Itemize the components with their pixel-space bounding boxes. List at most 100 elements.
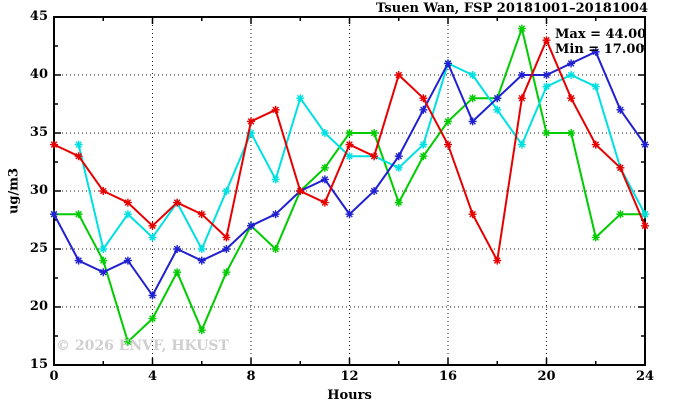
series-green-marker <box>320 163 329 172</box>
series-blue-marker <box>123 256 132 265</box>
x-tick-label: 16 <box>438 369 458 384</box>
series-blue-marker <box>197 256 206 265</box>
y-tick-label: 35 <box>29 125 48 140</box>
plot-border <box>53 16 646 366</box>
series-red-marker <box>173 198 182 207</box>
series-red-marker <box>271 105 280 114</box>
series-red-marker <box>468 210 477 219</box>
series-blue-marker <box>567 59 576 68</box>
series-green-marker <box>591 233 600 242</box>
series-cyan-marker <box>591 82 600 91</box>
series-blue-marker <box>616 105 625 114</box>
y-tick-label: 25 <box>29 241 48 256</box>
series-green-marker <box>567 129 576 137</box>
series-cyan-marker <box>296 94 305 103</box>
series-blue-marker <box>173 245 182 253</box>
series-blue-marker <box>222 245 231 253</box>
series-cyan-marker <box>419 140 428 149</box>
series-red-marker <box>345 140 354 149</box>
series-cyan-marker <box>74 140 83 149</box>
series-cyan-marker <box>271 175 280 184</box>
series-green-marker <box>173 268 182 277</box>
watermark: © 2026 ENVF, HKUST <box>56 338 229 354</box>
x-tick-label: 20 <box>537 369 556 384</box>
series-red-marker <box>641 221 649 230</box>
series-green-marker <box>345 129 354 137</box>
series-cyan-marker <box>148 233 157 242</box>
y-tick-label: 40 <box>29 67 48 82</box>
series-red-marker <box>493 256 502 265</box>
series-green-marker <box>197 326 206 335</box>
series-red-marker <box>542 36 551 45</box>
series-blue-marker <box>419 105 428 114</box>
series-blue-marker <box>271 210 280 219</box>
series-green-marker <box>148 314 157 323</box>
series-red-marker <box>50 140 58 149</box>
series-blue-marker <box>148 291 157 300</box>
series-red-marker <box>370 152 379 161</box>
series-green-marker <box>468 94 477 103</box>
series-green-marker <box>419 152 428 161</box>
series-red-marker <box>517 94 526 103</box>
x-tick-label: 4 <box>147 369 158 384</box>
series-blue-marker <box>370 187 379 195</box>
series-blue-marker <box>247 221 255 230</box>
series-red-marker <box>616 163 625 172</box>
y-tick-label: 45 <box>29 9 48 24</box>
x-axis-label: Hours <box>327 388 372 403</box>
series-cyan-marker <box>123 210 132 219</box>
series-cyan-marker <box>542 82 551 91</box>
series-blue-marker <box>394 152 403 161</box>
x-tick-label: 0 <box>49 369 59 384</box>
series-cyan-marker <box>567 71 576 79</box>
series-blue-marker <box>493 94 502 103</box>
series-green-marker <box>616 210 625 219</box>
series-blue-marker <box>542 71 551 79</box>
series-blue-marker <box>468 117 477 126</box>
series-cyan-marker <box>517 140 526 149</box>
series-red-marker <box>74 152 83 161</box>
min-annotation: Min = 17.00 <box>555 42 645 57</box>
max-annotation: Max = 44.00 <box>555 27 647 42</box>
series-red-marker <box>419 94 428 103</box>
series-cyan-marker <box>197 245 206 253</box>
series-red-marker <box>99 187 108 195</box>
series-cyan-marker <box>99 245 108 253</box>
y-tick-label: 30 <box>29 183 48 198</box>
series-red-marker <box>148 221 157 230</box>
x-tick-label: 12 <box>340 369 359 384</box>
series-red-marker <box>444 140 452 149</box>
series-blue-marker <box>320 175 329 184</box>
x-tick-label: 8 <box>246 369 256 384</box>
series-green-marker <box>394 198 403 207</box>
series-cyan-marker <box>641 210 649 219</box>
series-blue-marker <box>641 140 649 149</box>
series-red-marker <box>320 198 329 207</box>
series-green-marker <box>542 129 551 137</box>
series-cyan-marker <box>468 71 477 79</box>
series-cyan-marker <box>345 152 354 161</box>
series-green-marker <box>517 24 526 33</box>
series-green-marker <box>271 245 280 253</box>
y-tick-label: 15 <box>29 357 48 372</box>
series-red-marker <box>296 187 305 195</box>
series-cyan-marker <box>222 187 231 195</box>
series-blue-marker <box>74 256 83 265</box>
y-tick-label: 20 <box>29 299 48 314</box>
series-red-marker <box>247 117 255 126</box>
series-cyan-marker <box>247 129 255 137</box>
series-green-marker <box>444 117 452 126</box>
series-green-marker <box>222 268 231 277</box>
series-blue-marker <box>517 71 526 79</box>
chart-title: Tsuen Wan, FSP 20181001–20181004 <box>375 1 648 16</box>
series-cyan-marker <box>493 105 502 114</box>
x-tick-label: 24 <box>635 369 655 384</box>
series-red-marker <box>394 71 403 79</box>
series-red-marker <box>197 210 206 219</box>
series-blue-marker <box>444 59 452 68</box>
series-blue-marker <box>591 47 600 56</box>
series-red-marker <box>222 233 231 242</box>
series-blue-marker <box>345 210 354 219</box>
